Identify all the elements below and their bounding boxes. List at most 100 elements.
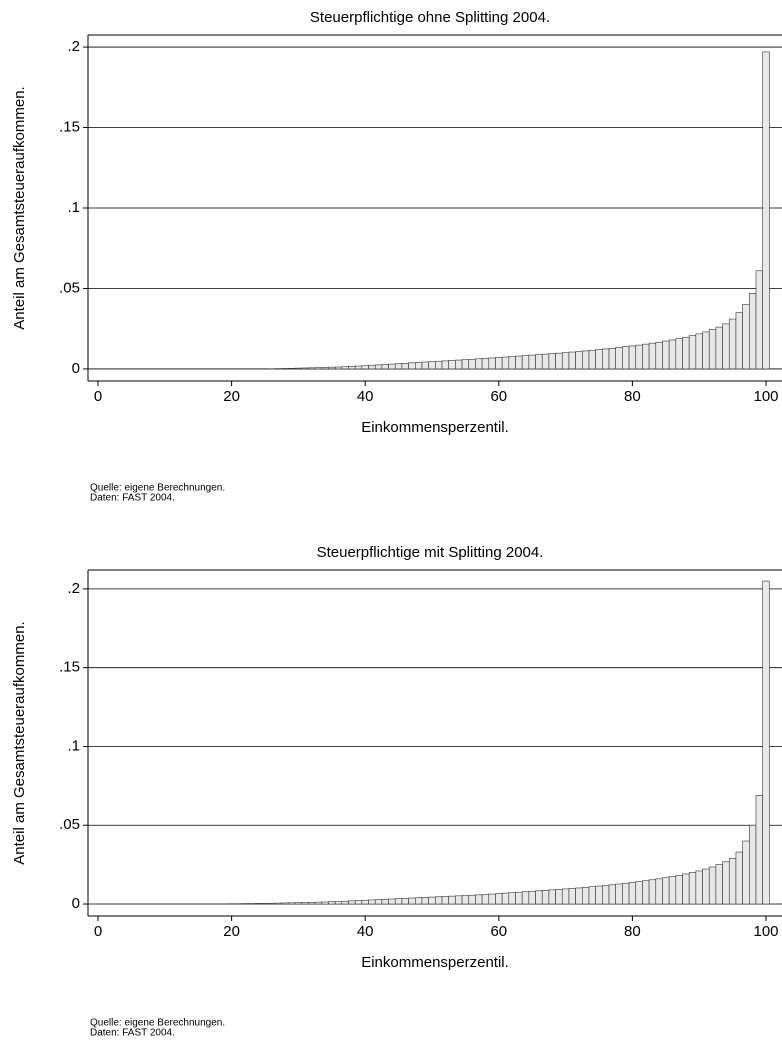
bar (682, 873, 690, 905)
x-axis-label: Einkommensperzentil. (361, 954, 509, 971)
bar (535, 354, 543, 370)
bar (535, 890, 543, 905)
bar (301, 367, 309, 370)
bar (715, 864, 723, 905)
bar (668, 339, 677, 370)
bar (668, 876, 677, 905)
bar (555, 889, 563, 905)
bar (735, 312, 743, 370)
bar (475, 894, 483, 905)
bar (695, 333, 703, 370)
bar (581, 887, 590, 905)
bar (548, 889, 556, 905)
bar (575, 351, 583, 370)
bar (575, 887, 583, 905)
bar (254, 903, 262, 905)
bar (682, 336, 690, 370)
source-note: Quelle: eigene Berechnungen. (90, 483, 225, 494)
bar (381, 898, 389, 905)
source-note: Quelle: eigene Berechnungen. (90, 1018, 225, 1029)
bar (268, 902, 276, 905)
bar (742, 304, 750, 370)
bar (662, 340, 670, 370)
bar (495, 893, 503, 905)
y-tick-label: .05 (59, 279, 80, 296)
y-tick-label: .1 (67, 199, 80, 216)
source-note: Daten: FAST 2004. (90, 493, 175, 504)
bar (521, 891, 530, 905)
bar (441, 360, 449, 370)
chart-title: Steuerpflichtige mit Splitting 2004. (317, 544, 544, 561)
bar (341, 900, 349, 905)
bar (428, 361, 436, 370)
bar (762, 580, 770, 905)
x-tick-label: 40 (357, 388, 374, 405)
bar (748, 292, 757, 370)
bar (515, 891, 523, 905)
bar (321, 901, 329, 905)
bar (288, 367, 296, 370)
bar (655, 341, 663, 370)
bar (328, 901, 336, 905)
x-tick-label: 20 (223, 388, 240, 405)
bar (622, 346, 630, 370)
y-tick-label: .2 (67, 580, 80, 597)
bar (622, 882, 630, 905)
bar (435, 896, 443, 905)
bar (602, 885, 610, 905)
bar (354, 900, 363, 905)
y-tick-label: .15 (59, 659, 80, 676)
bar (334, 366, 343, 370)
bar (688, 872, 697, 905)
bar (541, 353, 550, 370)
bar (501, 356, 510, 370)
bar (435, 360, 443, 370)
bar (368, 899, 376, 905)
bar (728, 858, 737, 905)
bar (448, 360, 456, 370)
bar (688, 335, 697, 370)
y-tick-label: .15 (59, 119, 80, 136)
bar (334, 901, 343, 905)
bar (288, 902, 296, 905)
bar (655, 878, 663, 905)
bar (414, 897, 423, 905)
bar (755, 795, 763, 905)
bar (301, 902, 309, 905)
bar (408, 362, 416, 370)
bar (615, 347, 623, 370)
bar (642, 343, 650, 370)
bar (588, 349, 596, 370)
bar (314, 901, 323, 905)
bar (388, 363, 396, 370)
bar (368, 364, 376, 370)
bar (602, 348, 610, 370)
bar (675, 338, 683, 370)
bar (394, 363, 403, 370)
bar (581, 350, 590, 370)
x-tick-label: 0 (94, 388, 102, 405)
bar (341, 366, 349, 370)
bar (274, 902, 282, 905)
y-axis-label: Anteil am Gesamtsteueraufkommen. (11, 86, 28, 329)
bar (762, 51, 770, 370)
y-tick-label: .1 (67, 737, 80, 754)
bar (461, 359, 470, 370)
bar (608, 884, 617, 905)
bar (468, 894, 476, 905)
bar (628, 882, 637, 905)
bar (568, 351, 576, 370)
bar (615, 883, 623, 905)
bar (448, 895, 456, 905)
bar (642, 880, 650, 905)
bar (361, 365, 369, 370)
bar (321, 367, 329, 370)
bar (374, 899, 383, 905)
bar (708, 866, 717, 905)
bar (702, 331, 710, 370)
bar (308, 367, 316, 370)
bar (314, 367, 323, 370)
bar (608, 348, 617, 370)
bar (354, 365, 363, 370)
